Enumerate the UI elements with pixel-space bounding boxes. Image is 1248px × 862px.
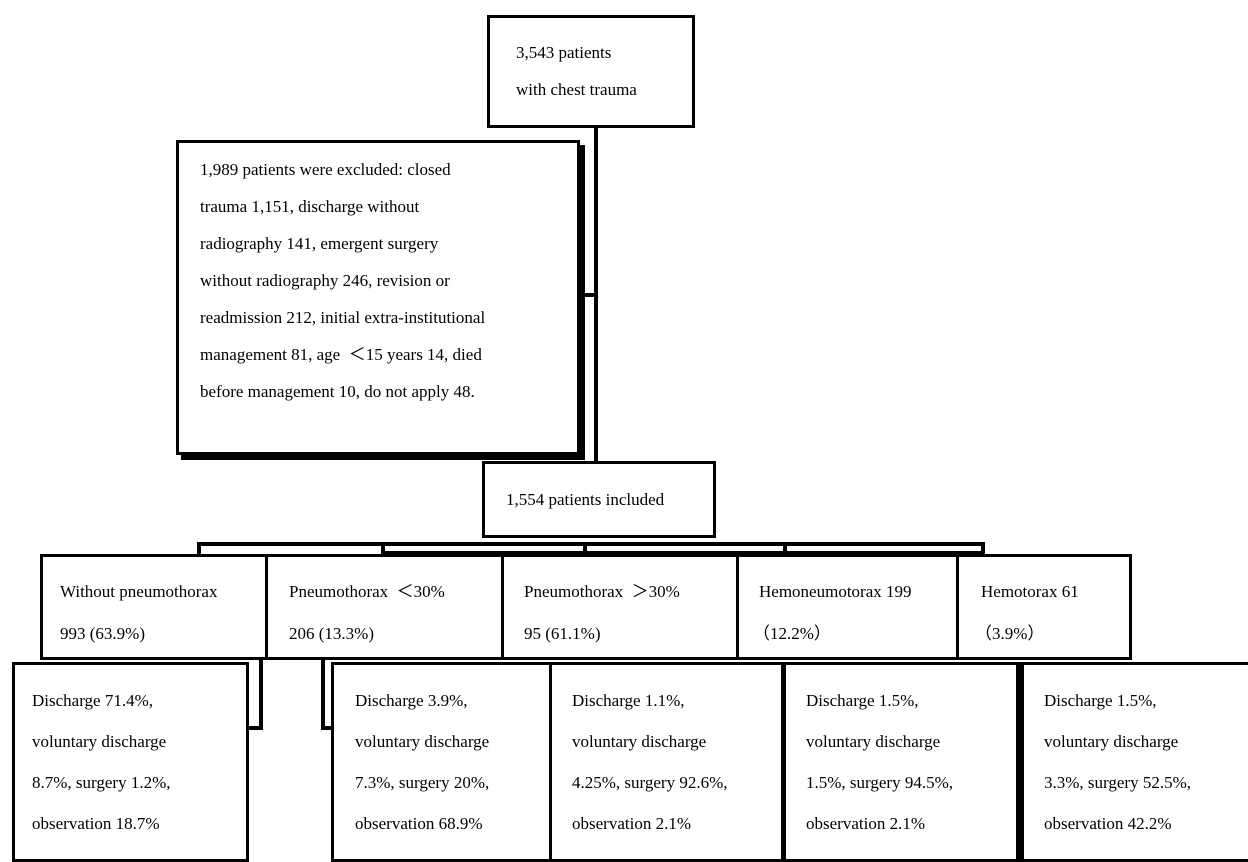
outcome-3-line-1: Discharge 1.1%, — [572, 691, 685, 710]
excluded-patients-box: 1,989 patients were excluded: closed tra… — [176, 140, 580, 455]
group-box-without-pneumothorax: Without pneumothorax 993 (63.9%) — [40, 554, 268, 660]
excluded-line-3: radiography 141, emergent surgery — [200, 234, 439, 253]
group-box-hemoneumotorax: Hemoneumotorax 199 （12.2%） — [736, 554, 959, 660]
outcome-3-line-2: voluntary discharge — [572, 732, 707, 751]
group-3-label: Pneumothorax ＞30% — [524, 582, 680, 601]
group-1-label: Without pneumothorax — [60, 582, 218, 601]
outcome-box-1: Discharge 71.4%, voluntary discharge 8.7… — [12, 662, 249, 862]
outcome-4-line-2: voluntary discharge — [806, 732, 941, 751]
outcome-2-line-3: 7.3%, surgery 20%, — [355, 773, 490, 792]
outcome-1-line-2: voluntary discharge — [32, 732, 167, 751]
connector-elbow-1-v — [259, 656, 263, 730]
outcome-2-line-4: observation 68.9% — [355, 814, 483, 833]
excluded-line-6: management 81, age ＜15 years 14, died — [200, 345, 482, 364]
outcome-box-5-shadow — [1016, 662, 1022, 862]
connector-elbow-2-h — [321, 726, 335, 730]
group-4-label: Hemoneumotorax 199 — [759, 582, 912, 601]
outcome-4-line-1: Discharge 1.5%, — [806, 691, 919, 710]
total-patients-line-1: 3,543 patients — [516, 43, 612, 62]
included-label: 1,554 patients included — [506, 490, 665, 509]
outcome-5-line-2: voluntary discharge — [1044, 732, 1179, 751]
outcome-3-line-3: 4.25%, surgery 92.6%, — [572, 773, 728, 792]
outcome-2-line-1: Discharge 3.9%, — [355, 691, 468, 710]
connector-elbow-1-h — [248, 726, 263, 730]
outcome-2-line-2: voluntary discharge — [355, 732, 490, 751]
excluded-line-7: before management 10, do not apply 48. — [200, 382, 475, 401]
connector-drop-4 — [783, 542, 787, 558]
total-patients-box: 3,543 patients with chest trauma — [487, 15, 695, 128]
connector-elbow-2-v — [321, 656, 325, 730]
group-1-count: 993 (63.9%) — [60, 624, 145, 643]
outcome-5-line-4: observation 42.2% — [1044, 814, 1172, 833]
connector-bus-right-step — [385, 551, 985, 555]
connector-excluded-branch — [580, 293, 596, 297]
excluded-line-2: trauma 1,151, discharge without — [200, 197, 420, 216]
excluded-line-5: readmission 212, initial extra-instituti… — [200, 308, 486, 327]
outcome-1-line-1: Discharge 71.4%, — [32, 691, 154, 710]
outcome-4-line-3: 1.5%, surgery 94.5%, — [806, 773, 953, 792]
connector-drop-3 — [583, 542, 587, 558]
outcome-box-4: Discharge 1.5%, voluntary discharge 1.5%… — [783, 662, 1019, 862]
group-box-hemotorax: Hemotorax 61 （3.9%） — [956, 554, 1132, 660]
connector-drop-5 — [981, 542, 985, 558]
connector-bus-horizontal — [197, 542, 985, 546]
group-2-count: 206 (13.3%) — [289, 624, 374, 643]
outcome-4-line-4: observation 2.1% — [806, 814, 925, 833]
excluded-line-1: 1,989 patients were excluded: closed — [200, 160, 451, 179]
outcome-5-line-1: Discharge 1.5%, — [1044, 691, 1157, 710]
group-5-label: Hemotorax 61 — [981, 582, 1079, 601]
group-box-pneumothorax-lt30: Pneumothorax ＜30% 206 (13.3%) — [265, 554, 504, 660]
total-patients-line-2: with chest trauma — [516, 80, 637, 99]
connector-drop-2 — [381, 542, 385, 558]
outcome-1-line-4: observation 18.7% — [32, 814, 160, 833]
outcome-3-line-4: observation 2.1% — [572, 814, 691, 833]
outcome-5-line-3: 3.3%, surgery 52.5%, — [1044, 773, 1191, 792]
outcome-box-5: Discharge 1.5%, voluntary discharge 3.3%… — [1021, 662, 1248, 862]
group-5-count: （3.9%） — [975, 624, 1045, 643]
group-2-label: Pneumothorax ＜30% — [289, 582, 445, 601]
excluded-line-4: without radiography 246, revision or — [200, 271, 450, 290]
outcome-1-line-3: 8.7%, surgery 1.2%, — [32, 773, 171, 792]
group-4-count: （12.2%） — [753, 624, 831, 643]
outcome-box-2: Discharge 3.9%, voluntary discharge 7.3%… — [331, 662, 553, 862]
outcome-box-3: Discharge 1.1%, voluntary discharge 4.25… — [549, 662, 784, 862]
included-patients-box: 1,554 patients included — [482, 461, 716, 538]
group-box-pneumothorax-gt30: Pneumothorax ＞30% 95 (61.1%) — [501, 554, 739, 660]
connector-top-to-included — [594, 127, 598, 463]
connector-drop-1 — [197, 542, 201, 558]
group-3-count: 95 (61.1%) — [524, 624, 601, 643]
